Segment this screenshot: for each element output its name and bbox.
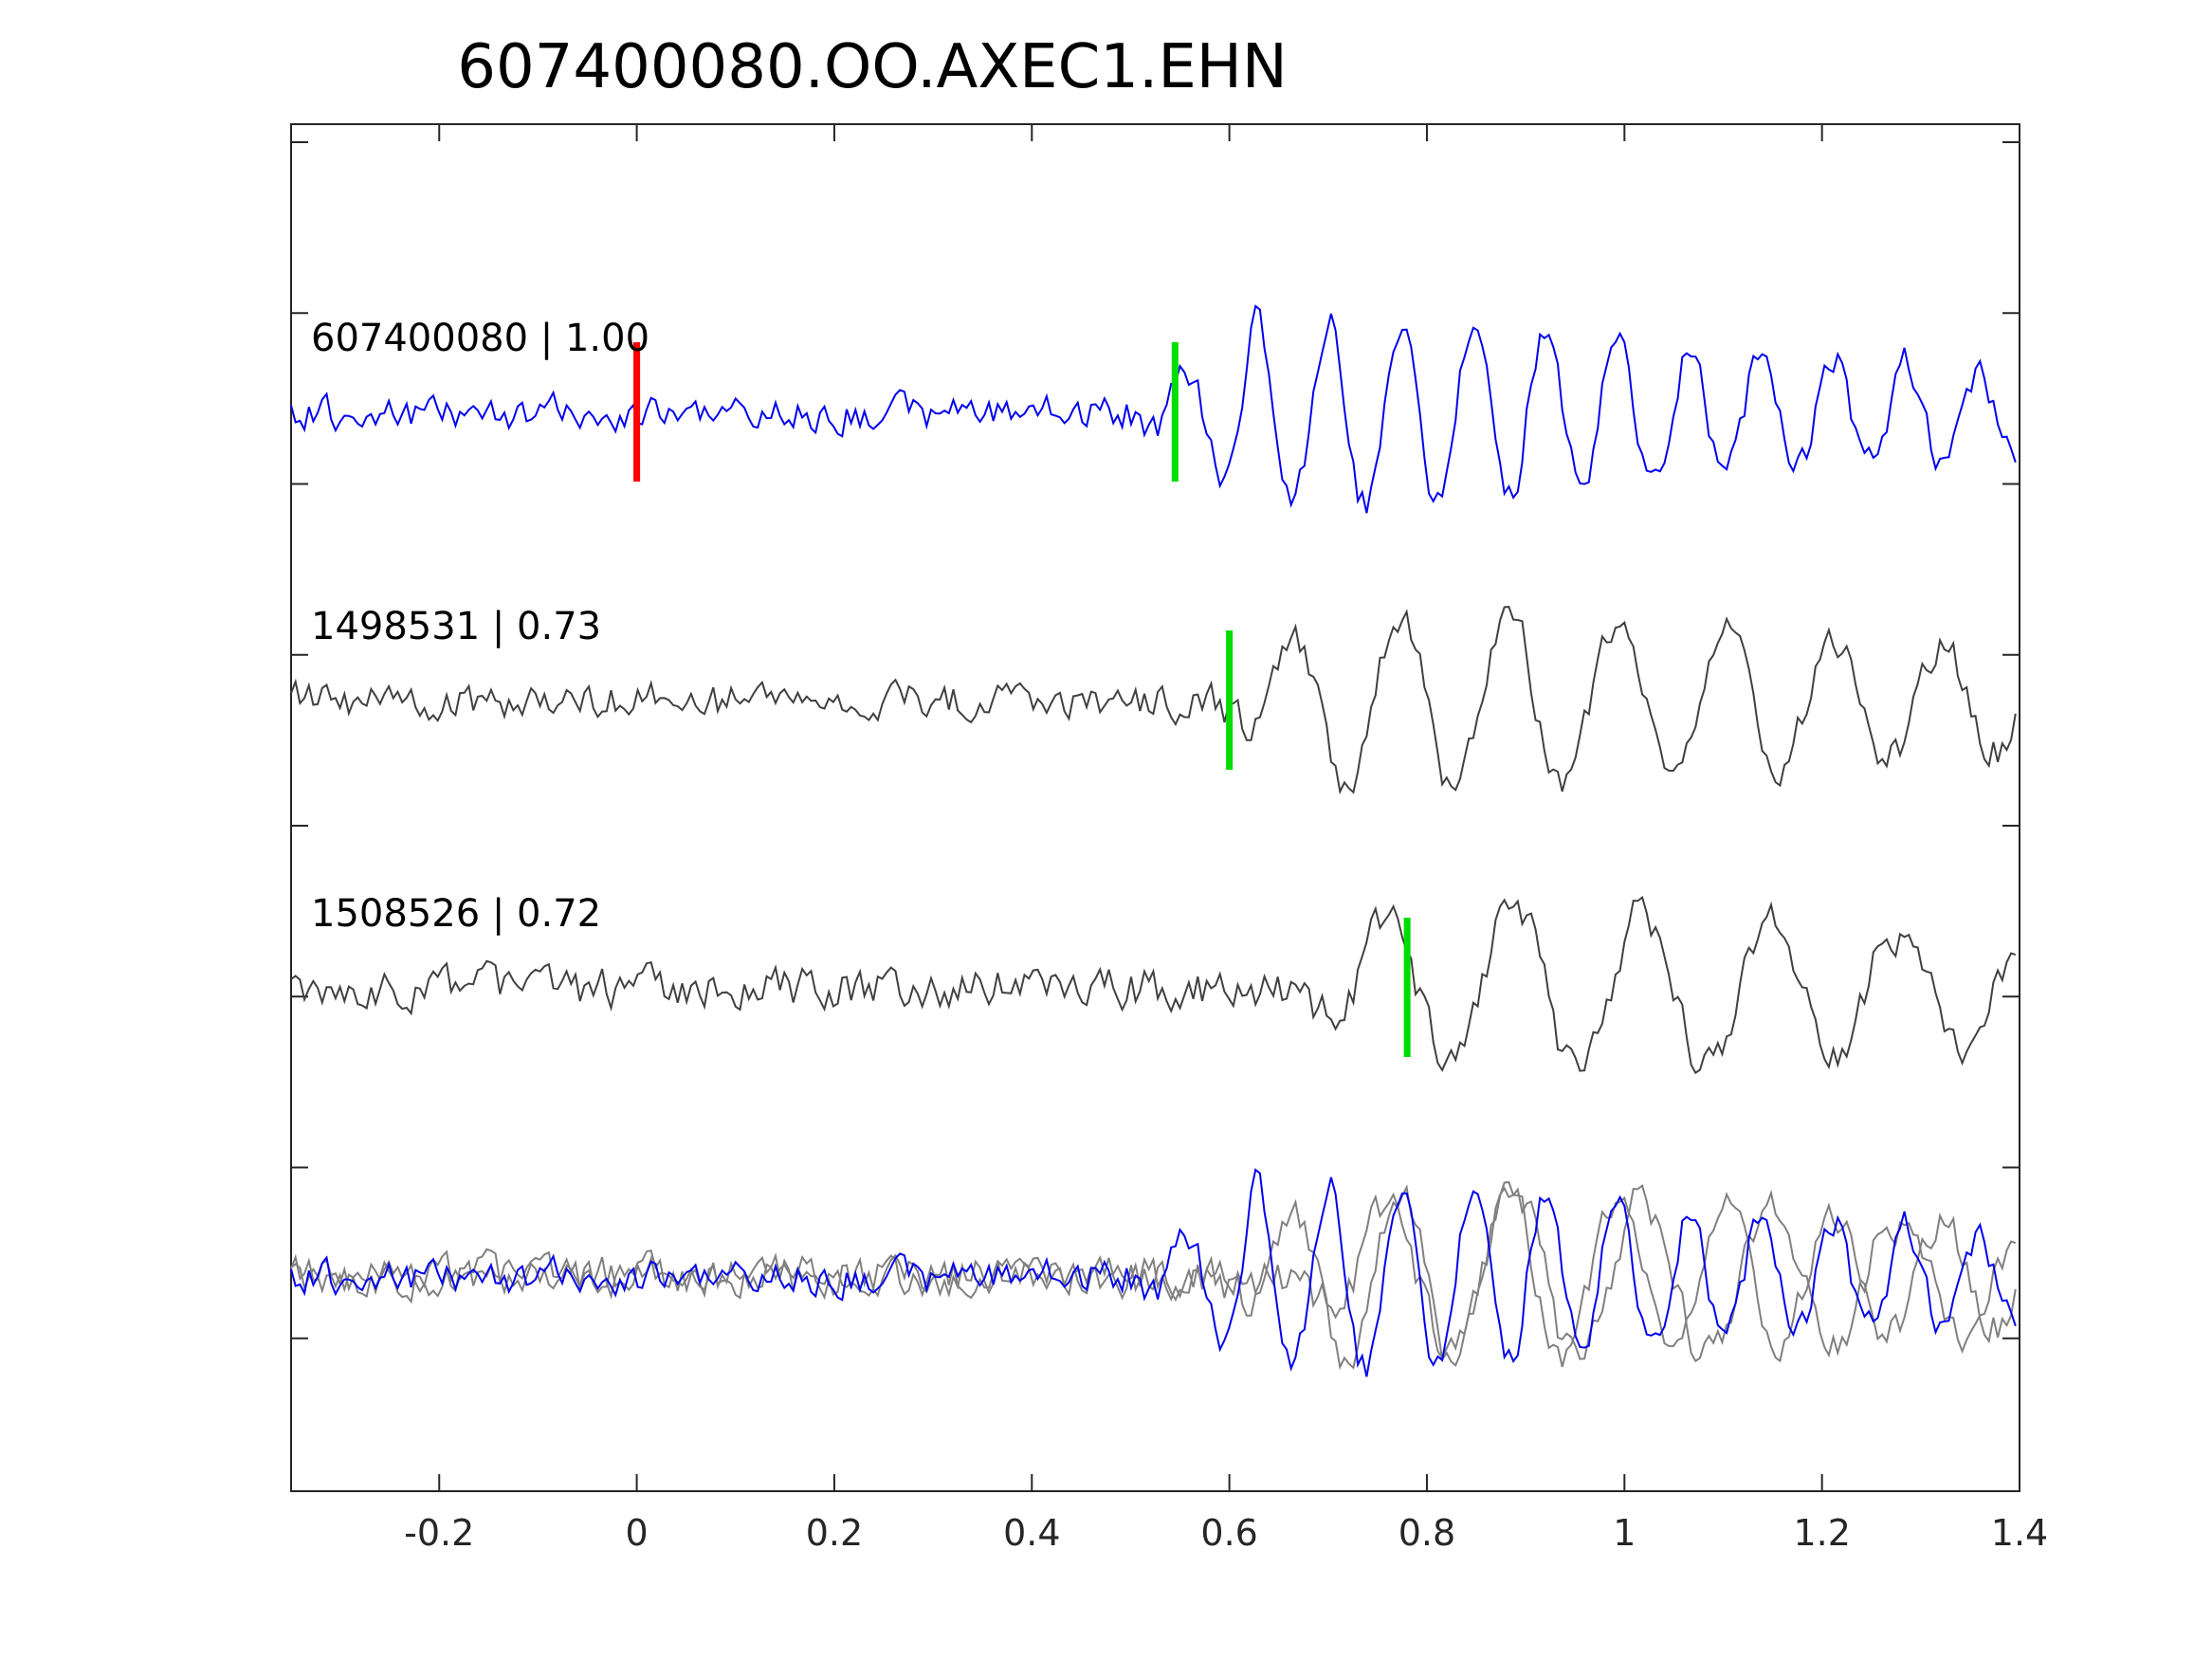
chart-title: 607400080.OO.AXEC1.EHN [457,32,1288,102]
x-tick-label: 1.4 [1991,1512,2048,1554]
waveform-traces [290,304,2017,1075]
x-ticks: -0.2 0 0.2 0.4 0.6 0.8 1 1.2 1.4 [404,124,2048,1554]
overlay-trace-line [290,1181,2017,1371]
pick-markers [633,342,1411,1057]
y-ticks [291,141,2020,1340]
trace-line [290,606,2017,795]
trace-label: 1508526 | 0.72 [311,892,601,936]
x-tick-label: 0.6 [1200,1512,1257,1554]
trace-label: 607400080 | 1.00 [311,317,649,360]
overlay-traces [290,1168,2017,1377]
trace-line [290,896,2017,1075]
x-tick-label: -0.2 [404,1512,474,1554]
trace-line [290,304,2017,514]
x-tick-label: 0.8 [1398,1512,1455,1554]
x-tick-label: 1.2 [1793,1512,1850,1554]
x-tick-label: 1 [1613,1512,1636,1554]
trace-labels: 607400080 | 1.00 1498531 | 0.73 1508526 | … [311,317,649,936]
overlay-trace-line [290,1184,2017,1363]
overlay-trace-line [290,1168,2017,1377]
x-tick-label: 0 [626,1512,649,1554]
x-tick-label: 0.4 [1003,1512,1060,1554]
plot-area-frame [290,123,2020,1492]
trace-label: 1498531 | 0.73 [311,605,601,648]
x-tick-label: 0.2 [806,1512,863,1554]
